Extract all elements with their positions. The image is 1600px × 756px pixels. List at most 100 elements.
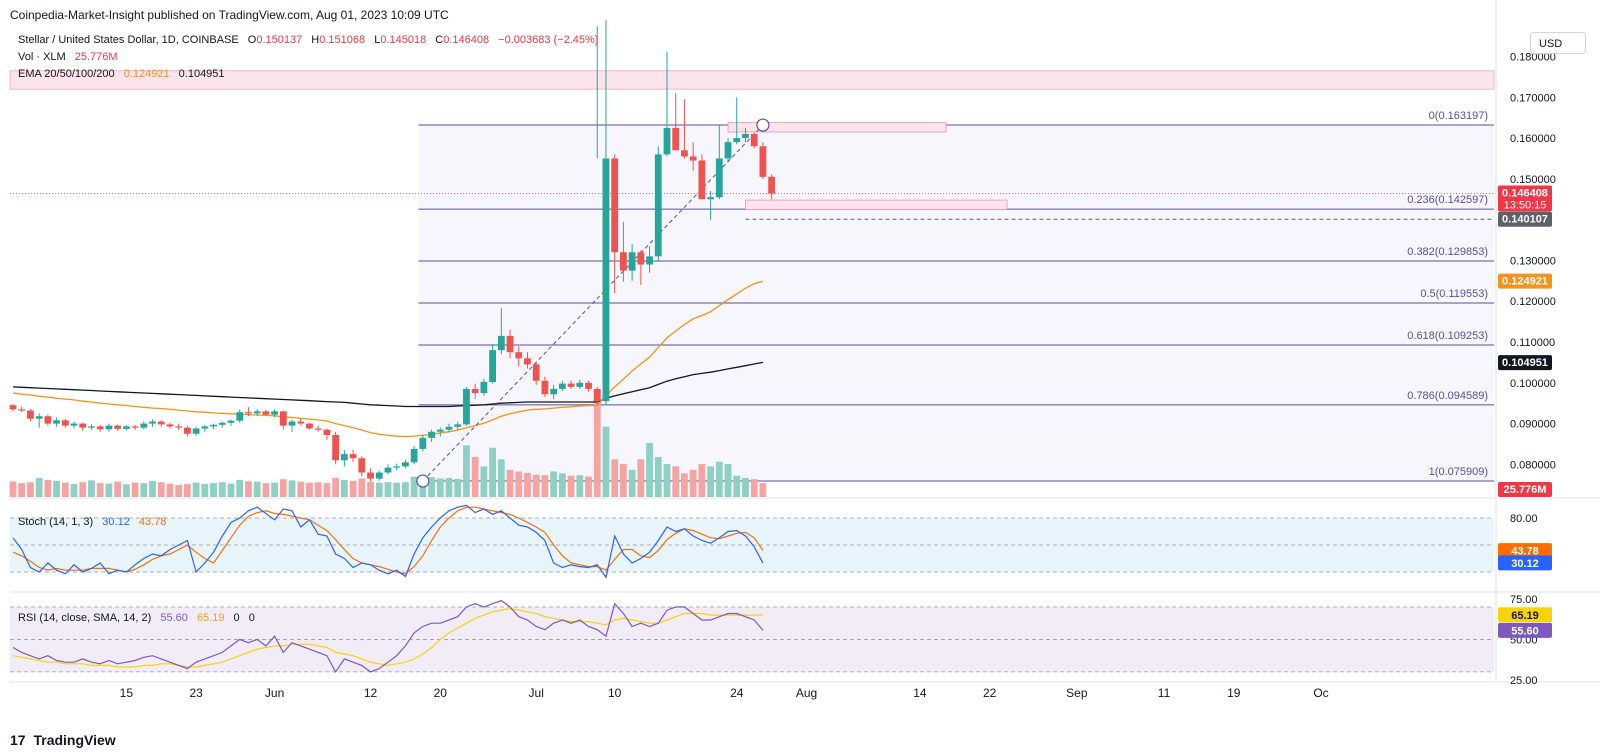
volume-bar [210, 483, 217, 497]
tradingview-brand: TradingView [33, 732, 116, 748]
x-tick-label: 11 [1158, 686, 1171, 700]
candle [88, 424, 95, 430]
candle-body [524, 358, 531, 365]
candle-body [166, 424, 174, 427]
ema-label[interactable]: EMA 20/50/100/200 [18, 68, 115, 80]
candle-body [218, 422, 226, 425]
x-tick-label: 12 [364, 686, 378, 700]
fib-anchor-start [416, 474, 430, 488]
volume-bar [524, 472, 531, 497]
candle [61, 418, 69, 428]
candle [53, 417, 60, 427]
stoch-badge-text: 43.78 [1511, 546, 1539, 558]
candle [323, 428, 331, 440]
candle [358, 456, 366, 477]
candle-body [288, 421, 296, 426]
candle-body [314, 428, 322, 430]
candle-body [550, 388, 558, 395]
candle [210, 423, 217, 430]
candle-body [157, 421, 165, 425]
candle-body [149, 421, 156, 424]
candle [35, 413, 43, 428]
volume-bar [733, 475, 741, 497]
volume-bar [218, 482, 226, 497]
candle-body [349, 454, 357, 459]
stoch-label[interactable]: Stoch (14, 1, 3) [18, 516, 94, 528]
candle-body [236, 412, 244, 421]
candle-body [558, 383, 566, 389]
candle [646, 246, 653, 273]
candle-body [88, 426, 95, 428]
volume-bar [149, 480, 156, 497]
volume-legend: Vol · XLM 25.776M [18, 51, 124, 63]
volume-bar [253, 481, 261, 497]
volume-bar [646, 443, 653, 497]
candle [184, 425, 191, 437]
x-tick-label: 19 [1227, 686, 1241, 700]
volume-bar [489, 447, 496, 497]
candle-body [53, 420, 60, 424]
candle-body [201, 426, 209, 429]
candle-body [681, 150, 688, 157]
candle-body [332, 435, 340, 461]
candle-body [61, 420, 69, 426]
candle-body [79, 423, 87, 428]
candle-body [375, 472, 383, 479]
volume-value: 25.776M [74, 51, 118, 63]
price-badge-countdown: 13:50:15 [1504, 200, 1547, 212]
volume-bar [236, 479, 244, 497]
candle-body [733, 138, 741, 143]
candle [558, 380, 566, 391]
price-badge [1498, 211, 1552, 227]
price-tick-label: 0.080000 [1510, 459, 1556, 471]
candle-body [611, 158, 619, 253]
candle-body [262, 411, 270, 415]
stoch-legend: Stoch (14, 1, 3) 30.12 43.78 [18, 516, 172, 528]
symbol-title[interactable]: Stellar / United States Dollar, 1D, COIN… [18, 34, 239, 46]
rsi-label[interactable]: RSI (14, close, SMA, 14, 2) [18, 612, 152, 624]
candle-body [724, 142, 732, 159]
stoch-k-value: 30.12 [102, 516, 130, 528]
ema-200-line [12, 361, 764, 408]
volume-bar [314, 482, 322, 497]
candle [628, 244, 636, 281]
volume-bar [410, 476, 418, 497]
volume-bar [105, 483, 113, 497]
candle [567, 380, 575, 389]
volume-bar [288, 480, 296, 497]
price-badge [1498, 355, 1552, 371]
candle [672, 93, 680, 151]
price-badge [1498, 273, 1552, 289]
volume-bar [637, 459, 645, 497]
rsi-badge-text: 55.60 [1511, 625, 1539, 637]
price-tick-label: 0.110000 [1510, 337, 1555, 349]
candle [410, 446, 418, 465]
price-tick-label: 0.160000 [1510, 133, 1556, 145]
tradingview-logo[interactable]: 17 TradingView [10, 732, 116, 748]
volume-label[interactable]: Vol · XLM [18, 51, 66, 63]
price-badge-text: 0.124921 [1502, 276, 1548, 288]
currency-selector[interactable]: USD [1530, 32, 1586, 54]
candle [279, 410, 287, 430]
stoch-tick-label: 80.00 [1510, 513, 1538, 525]
candle-body [567, 383, 575, 387]
volume-bar [654, 457, 662, 497]
volume-bar [323, 483, 331, 497]
rsi-badge [1498, 622, 1552, 638]
candle [402, 459, 409, 469]
candle [497, 308, 505, 355]
candle-body [323, 429, 331, 436]
volume-bar [61, 482, 69, 497]
candle [637, 250, 645, 285]
rsi-line [12, 599, 764, 674]
fib-anchor-line [422, 124, 764, 482]
volume-bar [576, 475, 584, 497]
volume-bar [715, 461, 723, 497]
candle-body [436, 429, 444, 432]
volume-bar [463, 445, 470, 497]
fib-label-1: 1(0.075909) [1429, 466, 1488, 478]
candle-body [515, 352, 523, 359]
ohlc-open: O0.150137 [247, 34, 303, 46]
candle [436, 427, 444, 437]
